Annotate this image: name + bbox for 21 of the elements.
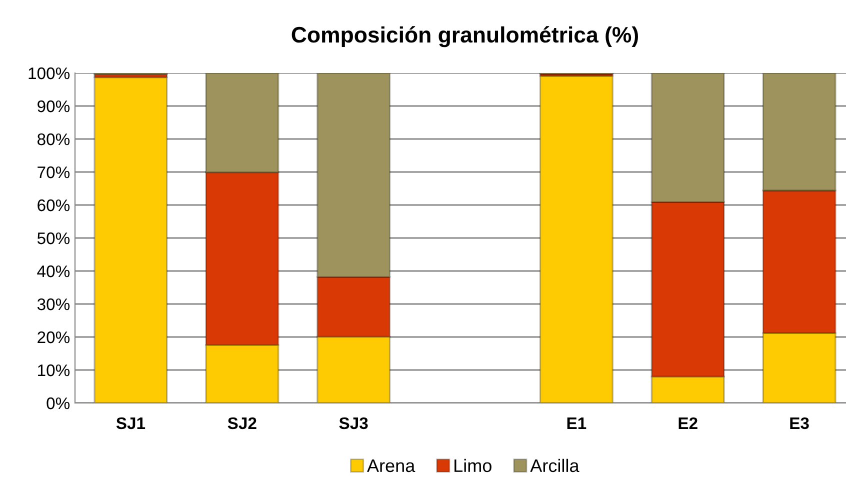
- y-tick-label: 0%: [46, 397, 70, 410]
- legend-label: Arcilla: [530, 458, 580, 472]
- y-tick-label: 20%: [38, 331, 70, 344]
- y-tick-label: 80%: [38, 133, 70, 146]
- y-tick-label: 50%: [37, 232, 70, 244]
- x-tick-label: SJ3: [339, 417, 368, 430]
- x-tick-label: E1: [567, 418, 586, 429]
- x-tick-label: SJ1: [116, 417, 146, 430]
- x-tick-label: E2: [678, 417, 698, 429]
- y-tick-label: 60%: [38, 199, 70, 212]
- y-tick-label: 100%: [28, 67, 70, 80]
- x-tick-label: SJ2: [228, 417, 256, 430]
- legend-label: Arena: [367, 460, 416, 472]
- x-tick-label: E3: [790, 417, 809, 430]
- y-tick-label: 10%: [38, 364, 70, 376]
- legend-label: Limo: [454, 458, 492, 472]
- y-tick-label: 30%: [37, 298, 70, 310]
- y-tick-label: 70%: [38, 166, 70, 178]
- y-tick-label: 40%: [37, 265, 70, 278]
- chart-title: Composición granulométrica (%): [292, 26, 638, 48]
- y-tick-label: 90%: [38, 100, 70, 112]
